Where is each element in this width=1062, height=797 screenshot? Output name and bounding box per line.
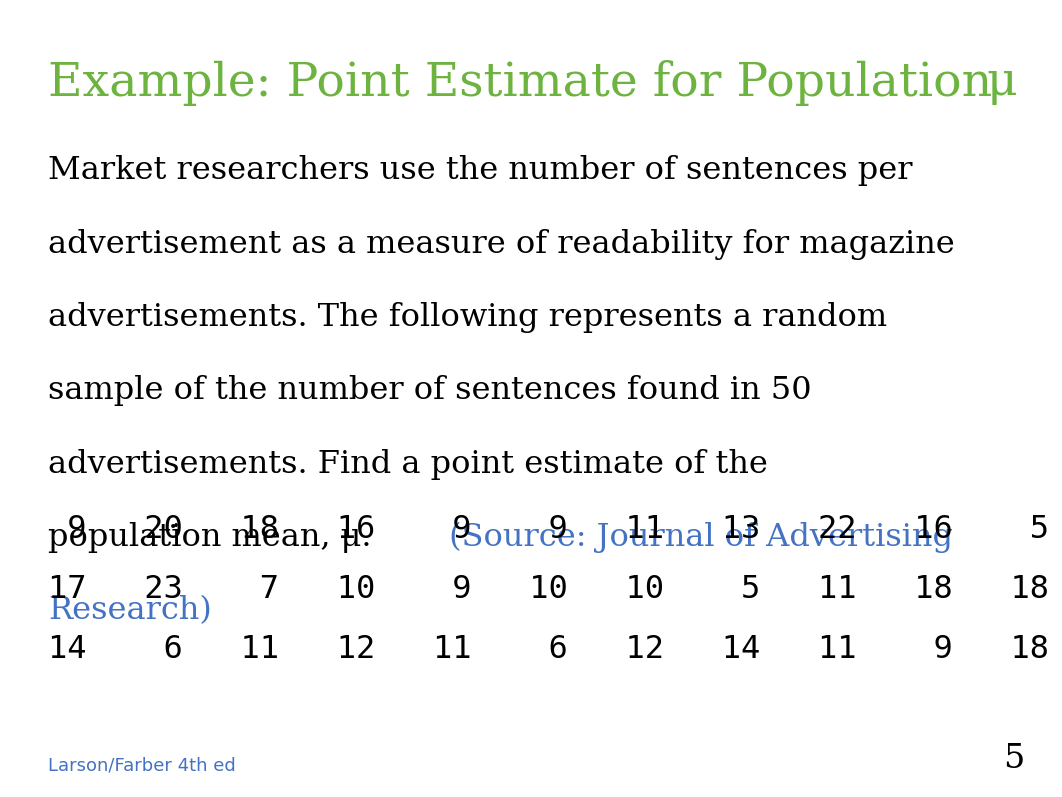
Text: 5: 5 [1004,743,1025,775]
Text: 17   23    7   10    9   10   10    5   11   18   18    9    9   17   13   11   : 17 23 7 10 9 10 10 5 11 18 18 9 9 17 13 … [48,574,1062,605]
Text: advertisement as a measure of readability for magazine: advertisement as a measure of readabilit… [48,229,955,260]
Text: population mean, μ.: population mean, μ. [48,522,372,553]
Text: Larson/Farber 4th ed: Larson/Farber 4th ed [48,756,236,775]
Text: Example: Point Estimate for Population: Example: Point Estimate for Population [48,60,992,106]
Text: sample of the number of sentences found in 50: sample of the number of sentences found … [48,375,811,406]
Text: 14    6   11   12   11    6   12   14   11    9   18   12   12   17   11   20: 14 6 11 12 11 6 12 14 11 9 18 12 12 17 1… [48,634,1062,665]
Text: advertisements. The following represents a random: advertisements. The following represents… [48,302,887,333]
Text: μ: μ [987,60,1017,105]
Text: 9   20   18   16    9    9   11   13   22   16    5   18    6    6    5   12   2: 9 20 18 16 9 9 11 13 22 16 5 18 6 6 5 12… [48,514,1062,545]
Text: advertisements. Find a point estimate of the: advertisements. Find a point estimate of… [48,449,768,480]
Text: Market researchers use the number of sentences per: Market researchers use the number of sen… [48,155,912,186]
Text: Research): Research) [48,595,211,626]
Text: (Source: Journal of Advertising: (Source: Journal of Advertising [439,522,953,553]
